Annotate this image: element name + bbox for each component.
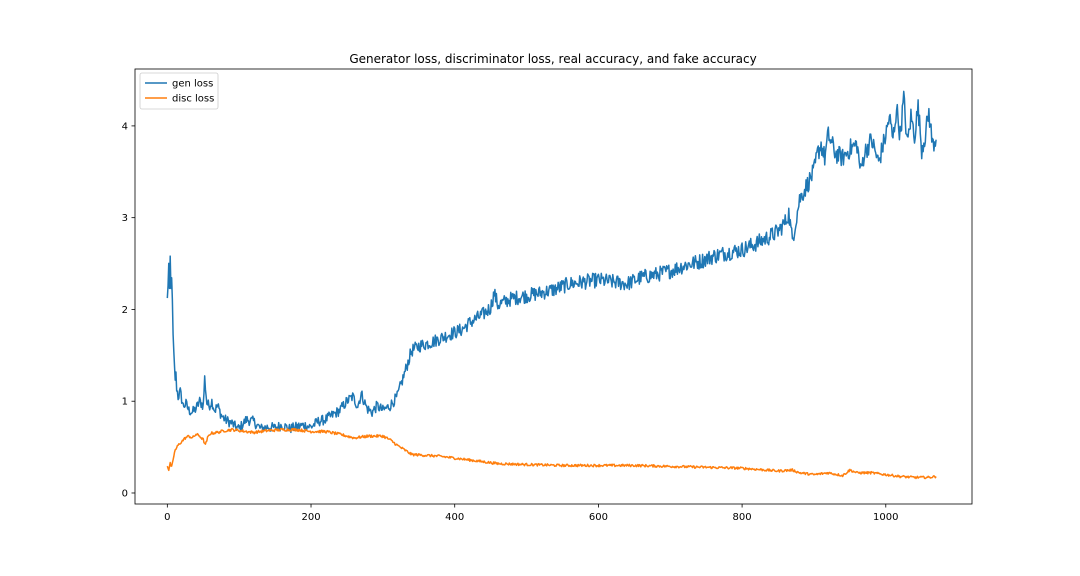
x-tick-label: 1000 bbox=[873, 512, 898, 523]
legend: gen loss disc loss bbox=[139, 72, 219, 110]
legend-box bbox=[139, 72, 219, 110]
x-tick-label: 0 bbox=[164, 512, 170, 523]
y-tick-label: 4 bbox=[122, 121, 128, 132]
plot-area bbox=[166, 90, 937, 480]
x-tick-label: 800 bbox=[733, 512, 752, 523]
x-tick-label: 400 bbox=[445, 512, 464, 523]
chart-title: Generator loss, discriminator loss, real… bbox=[349, 52, 756, 66]
legend-label: disc loss bbox=[172, 94, 214, 105]
y-tick-label: 3 bbox=[122, 213, 128, 224]
y-tick-label: 2 bbox=[122, 305, 128, 316]
axes-frame bbox=[134, 68, 973, 505]
y-tick-label: 0 bbox=[122, 488, 128, 499]
x-tick-label: 200 bbox=[301, 512, 320, 523]
axes: 0 200 400 600 800 1000 0 1 2 3 4 bbox=[122, 68, 973, 523]
x-tick-label: 600 bbox=[589, 512, 608, 523]
series-line-gen-loss bbox=[166, 90, 937, 434]
legend-label: gen loss bbox=[172, 79, 213, 90]
y-tick-label: 1 bbox=[122, 397, 128, 408]
series-line-disc-loss bbox=[166, 427, 937, 480]
